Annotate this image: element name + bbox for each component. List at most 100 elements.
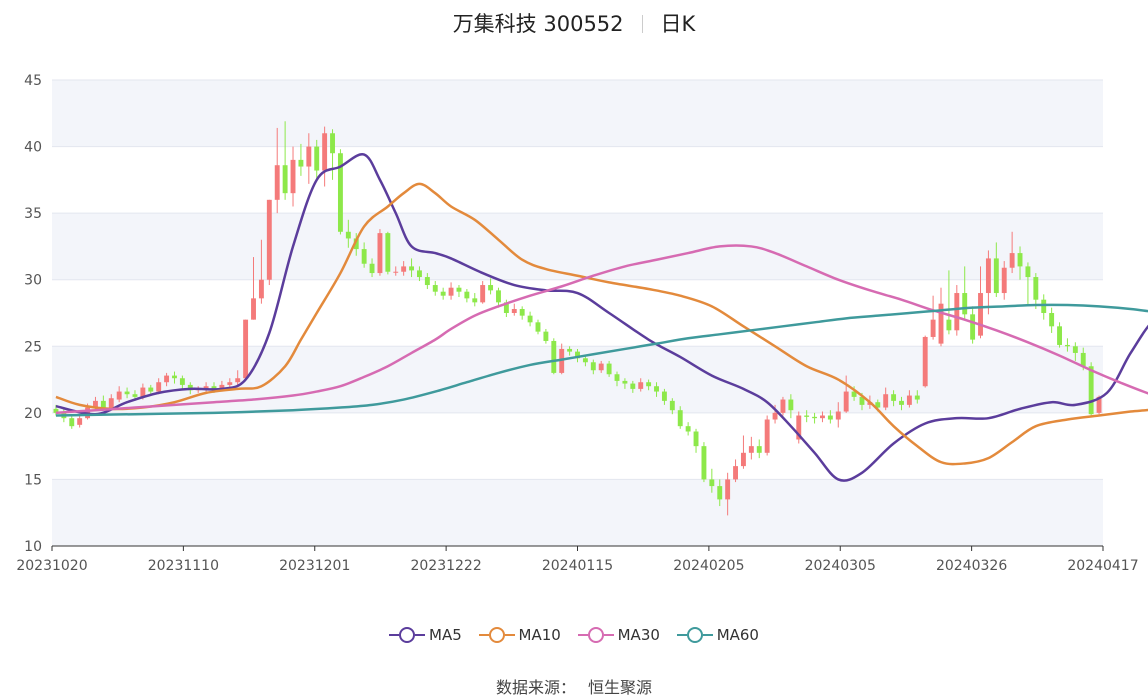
candle-body <box>306 146 312 167</box>
candle-body <box>954 293 960 331</box>
candle-down <box>432 281 438 296</box>
candle-up <box>835 402 841 428</box>
candle-down <box>314 139 320 180</box>
candle-body <box>654 386 659 392</box>
candle-body <box>314 146 320 171</box>
candle-body <box>575 351 580 359</box>
candle-body <box>725 479 731 500</box>
candle-down <box>69 414 75 429</box>
legend-line <box>415 634 425 636</box>
ma-line-ma60 <box>55 303 1148 417</box>
candle-body <box>266 199 272 280</box>
candle-down <box>1057 322 1062 348</box>
legend-marker <box>488 627 505 643</box>
candle-down <box>685 422 691 436</box>
candle-body <box>598 363 604 371</box>
legend-item-ma5[interactable]: MA5 <box>389 626 462 644</box>
candle-body <box>164 375 170 383</box>
candle-body <box>669 400 675 411</box>
legend-item-ma60[interactable]: MA60 <box>676 626 759 644</box>
candle-body <box>1064 344 1070 347</box>
candle-body <box>1088 366 1094 415</box>
legend-item-ma30[interactable]: MA30 <box>577 626 660 644</box>
x-tick-label: 20240205 <box>673 558 744 574</box>
candle-body <box>203 386 209 389</box>
y-tick-label: 10 <box>24 539 42 555</box>
candle-body <box>559 348 565 373</box>
candle-body <box>235 378 241 383</box>
candle-body <box>179 378 185 385</box>
legend-marker <box>587 627 604 643</box>
candle-down <box>337 149 343 235</box>
candle-body <box>172 375 177 379</box>
candle-down <box>172 371 177 384</box>
candle-down <box>646 379 652 391</box>
candle-body <box>835 411 841 420</box>
candle-body <box>361 249 367 264</box>
x-tick-label: 20231222 <box>410 558 481 574</box>
candle-up <box>274 127 280 214</box>
candle-body <box>551 340 557 373</box>
candle-body <box>630 383 636 389</box>
candle-body <box>132 394 138 397</box>
grid-band <box>52 213 1103 280</box>
candle-up <box>820 411 825 423</box>
candle-body <box>638 382 644 389</box>
candle-down <box>946 270 952 335</box>
candle-body <box>393 271 399 273</box>
candle-body <box>1072 346 1078 353</box>
candle-body <box>962 293 968 315</box>
candle-body <box>1001 267 1007 294</box>
x-tick-label: 20231110 <box>148 558 219 574</box>
candle-body <box>377 233 383 274</box>
candle-body <box>488 285 494 291</box>
y-tick-label: 25 <box>24 339 42 355</box>
x-tick-label: 20231020 <box>16 558 87 574</box>
candle-down <box>298 143 304 176</box>
candle-up <box>780 396 786 416</box>
candle-body <box>148 387 154 392</box>
candle-body <box>345 231 351 239</box>
candle-down <box>472 293 478 307</box>
candle-body <box>322 133 328 171</box>
ma-line-ma30 <box>55 244 1148 415</box>
candle-body <box>258 279 264 299</box>
legend-line <box>504 634 515 636</box>
candle-body <box>661 391 667 401</box>
candle-down <box>1064 338 1070 352</box>
candle-body <box>693 431 699 447</box>
period-label[interactable]: 日K <box>660 12 696 36</box>
candle-down <box>812 412 818 424</box>
candle-body <box>298 159 304 167</box>
candle-body <box>227 382 233 385</box>
candle-body <box>756 446 762 453</box>
candle-down <box>804 410 810 423</box>
grid-band <box>52 479 1103 546</box>
candle-body <box>243 319 249 379</box>
candle-down <box>669 398 675 415</box>
candle-body <box>424 277 430 286</box>
candle-body <box>677 410 683 427</box>
y-tick-label: 15 <box>24 472 42 488</box>
candle-down <box>756 439 762 459</box>
chart-gridlines <box>52 79 1103 547</box>
candle-up <box>978 266 983 339</box>
candle-up <box>733 459 738 483</box>
candle-body <box>748 446 754 453</box>
candle-up <box>930 295 936 340</box>
candle-up <box>401 261 407 276</box>
candle-body <box>417 270 422 278</box>
candle-body <box>938 303 944 344</box>
candle-down <box>630 380 636 393</box>
candle-body <box>899 400 904 405</box>
ma-line-ma5 <box>55 153 1148 482</box>
candle-body <box>53 408 59 413</box>
candle-up <box>748 436 754 460</box>
candle-body <box>804 415 810 417</box>
candle-up <box>322 126 328 187</box>
candle-body <box>472 298 478 303</box>
candle-body <box>709 479 715 487</box>
candle-body <box>353 238 359 250</box>
legend-item-ma10[interactable]: MA10 <box>478 626 561 644</box>
